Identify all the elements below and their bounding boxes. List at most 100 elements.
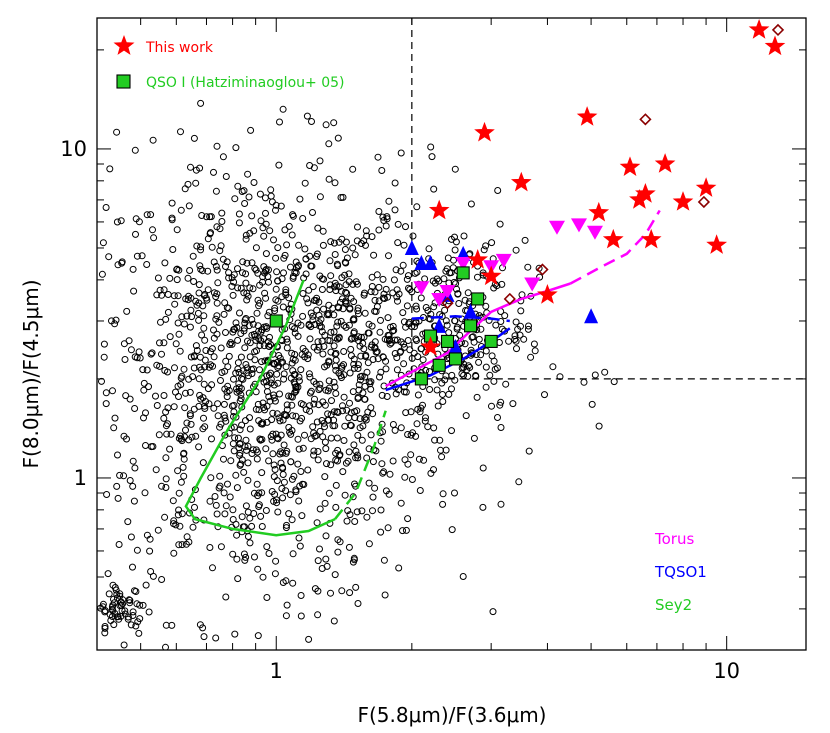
data-point-circle <box>140 379 148 387</box>
data-point-circle <box>295 445 303 453</box>
data-point-circle <box>392 266 400 274</box>
data-point-circle <box>214 400 222 408</box>
data-point-circle <box>319 241 327 249</box>
data-point-circle <box>216 472 224 480</box>
data-point-circle <box>297 366 305 374</box>
data-point-circle <box>422 414 429 422</box>
data-point-circle <box>218 209 226 217</box>
data-point-circle <box>291 351 299 358</box>
data-point-square <box>471 292 485 306</box>
data-point-circle <box>257 512 265 520</box>
data-point-circle <box>147 568 155 575</box>
data-point-circle <box>377 528 385 536</box>
data-point-circle <box>325 384 333 392</box>
data-point-circle <box>255 406 263 414</box>
data-point-circle <box>232 144 240 152</box>
data-point-circle <box>313 306 321 314</box>
data-point-circle <box>114 451 121 459</box>
data-point-circle <box>427 143 435 151</box>
data-point-circle <box>203 213 211 221</box>
data-point-circle <box>221 431 229 439</box>
data-point-circle <box>416 487 424 494</box>
data-point-circle <box>145 608 153 616</box>
data-point-circle <box>327 328 335 336</box>
data-point-circle <box>242 502 250 510</box>
data-point-star <box>576 106 598 126</box>
data-point-circle <box>289 274 297 282</box>
data-point-circle <box>251 264 259 272</box>
data-point-circle <box>135 348 143 356</box>
data-point-circle <box>327 589 334 597</box>
data-point-circle <box>221 299 229 307</box>
data-point-circle <box>351 334 359 342</box>
data-point-circle <box>217 377 224 384</box>
data-point-circle <box>293 264 300 272</box>
data-point-circle <box>148 349 156 357</box>
data-point-circle <box>271 304 279 312</box>
data-point-circle <box>254 322 262 330</box>
data-point-circle <box>123 307 131 315</box>
data-point-circle <box>310 429 318 437</box>
data-point-circle <box>242 231 250 239</box>
data-point-circle <box>268 488 276 495</box>
data-point-circle <box>442 372 450 380</box>
data-point-circle <box>333 322 341 330</box>
data-point-circle <box>129 563 136 571</box>
data-point-circle <box>149 443 157 450</box>
data-point-circle <box>171 300 179 308</box>
data-point-circle <box>230 375 237 383</box>
data-point-circle <box>192 297 200 305</box>
data-point-circle <box>325 377 333 385</box>
data-point-circle <box>182 295 190 303</box>
data-point-circle <box>298 512 306 520</box>
data-point-circle <box>170 403 178 411</box>
data-point-triangle-up <box>423 255 438 271</box>
data-point-circle <box>170 517 178 525</box>
data-point-circle <box>273 499 281 507</box>
data-point-circle <box>357 352 365 360</box>
x-tick-label: 1 <box>270 659 283 683</box>
data-point-circle <box>515 478 523 486</box>
data-point-circle <box>309 423 317 431</box>
data-point-circle <box>216 482 224 490</box>
data-point-circle <box>474 273 481 281</box>
data-point-circle <box>166 445 174 453</box>
data-point-circle <box>238 421 246 429</box>
data-point-circle <box>253 309 261 317</box>
data-point-circle <box>140 386 148 394</box>
data-point-circle <box>248 370 256 378</box>
data-point-circle <box>330 239 338 247</box>
data-point-circle <box>282 363 290 371</box>
data-point-circle <box>162 315 170 323</box>
data-point-circle <box>497 424 505 431</box>
data-point-circle <box>401 456 409 464</box>
data-point-circle <box>343 406 351 414</box>
data-point-circle <box>229 440 237 448</box>
data-point-circle <box>277 202 285 210</box>
data-point-circle <box>299 444 307 452</box>
data-point-circle <box>351 408 359 416</box>
data-point-circle <box>473 393 481 401</box>
data-point-circle <box>113 218 121 226</box>
data-point-circle <box>166 333 174 341</box>
data-point-circle <box>362 353 370 360</box>
data-point-circle <box>162 408 170 416</box>
data-point-circle <box>255 489 263 497</box>
data-point-circle <box>292 269 300 277</box>
data-point-circle <box>453 323 461 331</box>
data-point-circle <box>354 307 362 315</box>
data-point-circle <box>196 353 204 361</box>
data-point-circle <box>146 547 154 555</box>
data-point-circle <box>346 511 354 519</box>
data-point-circle <box>303 295 311 303</box>
data-point-circle <box>422 304 430 311</box>
data-point-circle <box>186 323 194 331</box>
data-point-circle <box>258 326 266 334</box>
data-point-circle <box>470 338 478 346</box>
data-point-circle <box>497 398 505 406</box>
data-point-circle <box>106 165 114 173</box>
data-point-circle <box>237 353 245 361</box>
data-point-circle <box>313 253 320 260</box>
data-point-circle <box>185 375 193 383</box>
